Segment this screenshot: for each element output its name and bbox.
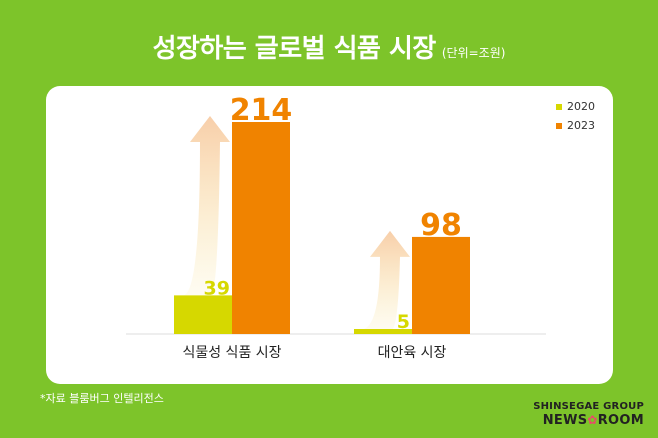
- category-label: 대안육 시장: [378, 345, 447, 361]
- bar-chart: 39 214 식물성 식품 시장 5 98 대안육 시장: [126, 93, 546, 361]
- unit-label: (단위=조원): [441, 46, 506, 60]
- growth-arrow-icon: [364, 230, 410, 330]
- bar-2020: [174, 295, 232, 334]
- legend-label-2023: 2023: [567, 119, 595, 132]
- bar-2023: [412, 236, 470, 334]
- star-icon: ✿: [587, 413, 598, 427]
- legend-item-2023: 2023: [556, 119, 595, 132]
- chart-title-block: 성장하는 글로벌 식품 시장 (단위=조원): [0, 28, 658, 65]
- data-label-2020: 5: [397, 311, 410, 333]
- bar-2023: [232, 122, 290, 334]
- legend-label-2020: 2020: [567, 100, 595, 113]
- bar-2020: [354, 329, 412, 334]
- brand-line2: NEWS✿ROOM: [542, 413, 644, 428]
- legend: 2020 2023: [556, 100, 595, 138]
- brand-line1: SHINSEGAE GROUP: [533, 401, 644, 412]
- brand-logo: SHINSEGAE GROUP NEWS✿ROOM: [533, 401, 644, 428]
- data-label-2023: 98: [420, 208, 462, 243]
- legend-swatch-2020: [556, 103, 562, 110]
- legend-swatch-2023: [556, 122, 562, 129]
- chart-card: 39 214 식물성 식품 시장 5 98 대안육 시장 2020 2023: [46, 86, 613, 384]
- growth-arrow-icon: [184, 116, 230, 296]
- data-label-2020: 39: [204, 277, 230, 299]
- category-label: 식물성 식품 시장: [182, 345, 281, 361]
- data-label-2023: 214: [230, 93, 293, 128]
- chart-title: 성장하는 글로벌 식품 시장: [152, 34, 437, 64]
- source-note: *자료 블룸버그 인텔리전스: [40, 392, 164, 405]
- legend-item-2020: 2020: [556, 100, 595, 113]
